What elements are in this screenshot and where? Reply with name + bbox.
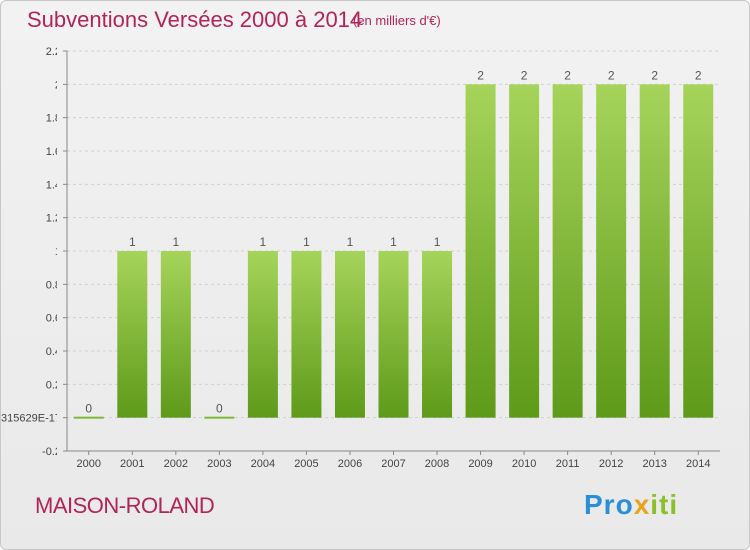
bars [73, 84, 714, 419]
chart-unit-label: (en milliers d'€) [353, 13, 441, 28]
value-label: 2 [695, 68, 702, 82]
x-tick-label: 2005 [294, 458, 318, 470]
x-tick-label: 2003 [207, 458, 231, 470]
bar [639, 84, 670, 418]
y-tick-label: 2 [55, 79, 61, 91]
y-tick-label: 5.55111512315629E-17 [1, 413, 61, 425]
value-label: 0 [216, 402, 223, 416]
value-label: 0 [85, 402, 92, 416]
proxiti-logo: Proxiti [584, 489, 679, 520]
value-label: 2 [477, 68, 484, 82]
x-tick-label: 2011 [556, 458, 580, 470]
x-tick-label: 2009 [468, 458, 492, 470]
value-label: 1 [303, 235, 310, 249]
x-tick-label: 2012 [599, 458, 623, 470]
x-tick-label: 2008 [425, 458, 449, 470]
x-tick-label: 2007 [381, 458, 405, 470]
value-label: 1 [347, 235, 354, 249]
y-tick-label: 1 [55, 246, 61, 258]
value-label: 2 [608, 68, 615, 82]
y-tick-label: 0.8 [46, 279, 61, 291]
bar [160, 251, 191, 418]
y-tick-label: 0.6 [46, 313, 61, 325]
value-label: 2 [564, 68, 571, 82]
bar [422, 251, 453, 418]
bar [73, 416, 104, 419]
bar [596, 84, 627, 418]
value-label: 2 [651, 68, 658, 82]
value-label: 1 [434, 235, 441, 249]
x-tick-label: 2001 [120, 458, 144, 470]
x-tick-label: 2004 [251, 458, 275, 470]
y-tick-labels: -0.2 5.55111512315629E-17 0.2 0.4 0.6 0.8 1 1.2… [1, 46, 61, 458]
x-tick-label: 2014 [686, 458, 710, 470]
axes [63, 50, 720, 455]
bar [334, 251, 365, 418]
y-tick-label: 2.2 [46, 46, 61, 58]
bar [291, 251, 322, 418]
x-tick-label: 2010 [512, 458, 536, 470]
value-label: 1 [129, 235, 136, 249]
bar [117, 251, 148, 418]
bar [378, 251, 409, 418]
chart-title: Subventions Versées 2000 à 2014 [27, 7, 363, 32]
y-tick-label: 0.2 [46, 379, 61, 391]
value-label: 1 [260, 235, 267, 249]
commune-name: MAISON-ROLAND [35, 493, 215, 518]
y-tick-label: 1.8 [46, 113, 61, 125]
value-label: 2 [521, 68, 528, 82]
y-tick-label: -0.2 [42, 446, 61, 458]
y-tick-label: 1.2 [46, 213, 61, 225]
x-tick-label: 2002 [164, 458, 188, 470]
x-tick-label: 2006 [338, 458, 362, 470]
bar [247, 251, 278, 418]
bar [204, 416, 235, 419]
y-tick-label: 1.6 [46, 146, 61, 158]
value-labels: 0 1 1 0 1 1 1 1 1 2 2 2 2 2 2 [85, 68, 701, 415]
bar [509, 84, 540, 418]
x-tick-labels: 2000 2001 2002 2003 2004 2005 2006 2007 2008 2009… [77, 458, 711, 470]
value-label: 1 [172, 235, 179, 249]
x-tick-label: 2013 [642, 458, 666, 470]
y-tick-label: 1.4 [46, 179, 61, 191]
value-label: 1 [390, 235, 397, 249]
bar [552, 84, 583, 418]
bar [683, 84, 714, 418]
bar [465, 84, 496, 418]
x-tick-label: 2000 [77, 458, 101, 470]
y-tick-label: 0.4 [46, 346, 61, 358]
